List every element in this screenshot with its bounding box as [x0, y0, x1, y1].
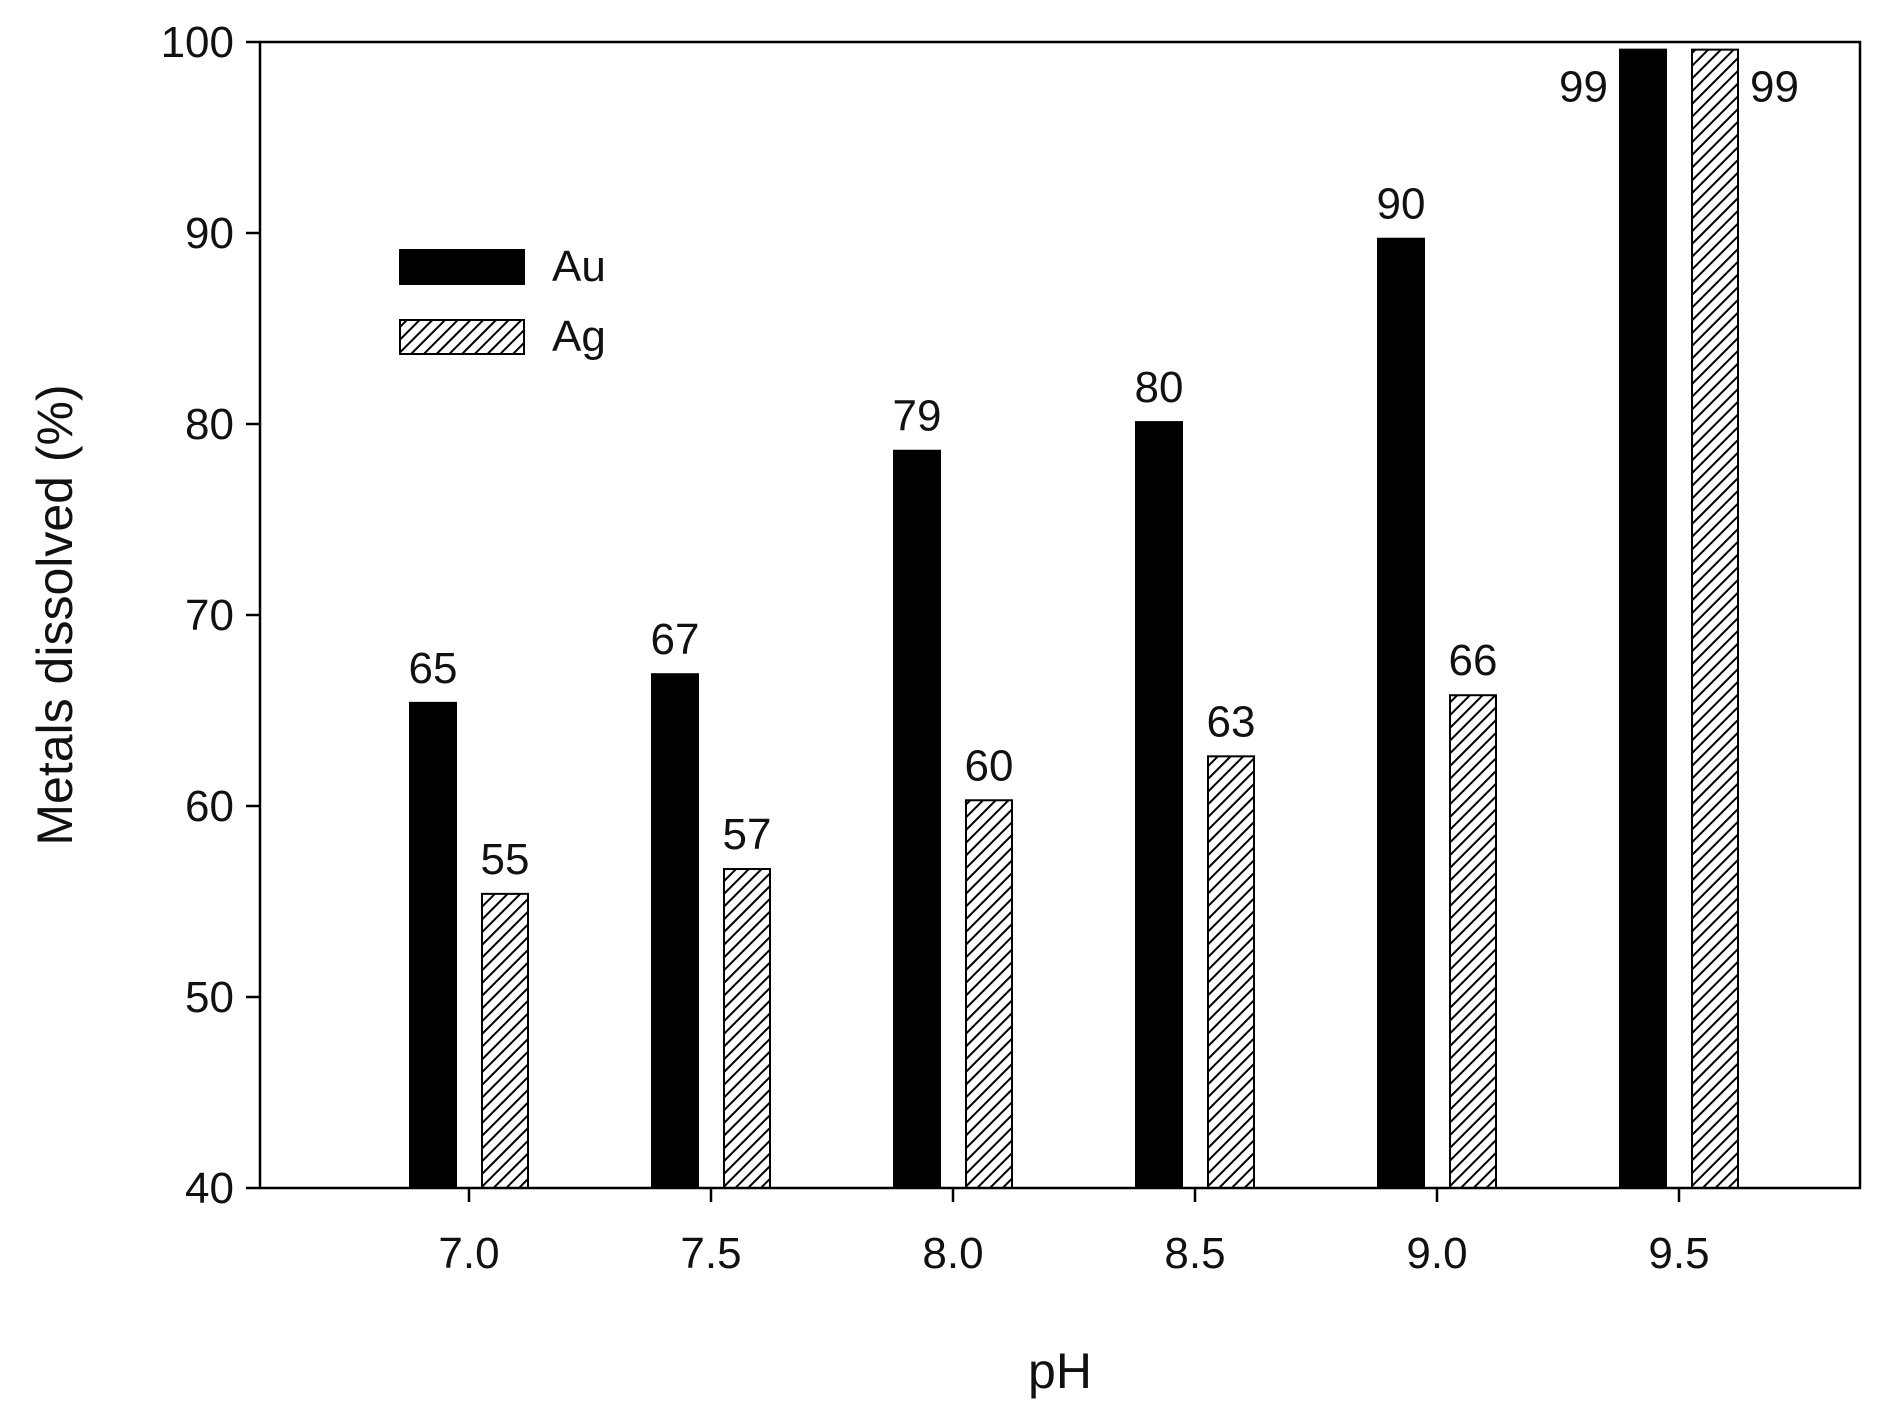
bar-au-7.5	[651, 673, 699, 1189]
legend: Au Ag	[399, 242, 606, 361]
legend-swatch-ag	[399, 319, 525, 355]
data-label-au-8.0: 79	[893, 392, 942, 441]
data-label-au-9.0: 90	[1377, 180, 1426, 229]
legend-label-ag: Ag	[552, 312, 606, 361]
legend-swatch-au	[399, 249, 525, 285]
data-label-ag-8.0: 60	[965, 741, 1014, 790]
axis-layer: 40 50 60 70 80 90 100 7.0 7.5 8.0 8.5 9.0 9.5	[161, 18, 1710, 1278]
x-tick-label: 9.5	[1648, 1229, 1709, 1278]
y-tick-label: 50	[185, 973, 234, 1022]
y-tick-label: 80	[185, 400, 234, 449]
data-label-au-8.5: 80	[1135, 363, 1184, 412]
data-label-ag-9.0: 66	[1449, 636, 1498, 685]
y-tick-label: 90	[185, 209, 234, 258]
data-label-au-7.0: 65	[409, 644, 458, 693]
x-axis-label: pH	[1028, 1343, 1092, 1399]
bar-au-7.0	[409, 701, 457, 1189]
bar-au-8.5	[1135, 421, 1183, 1189]
x-tick-label: 8.5	[1164, 1229, 1225, 1278]
bar-ag-7.5	[723, 868, 771, 1190]
data-label-ag-7.5: 57	[723, 810, 772, 859]
bar-ag-7.0	[481, 892, 529, 1189]
bar-au-9.5	[1619, 48, 1667, 1189]
y-tick-label: 60	[185, 782, 234, 831]
data-labels-layer: 65 67 79 80 90 99 55 57 60 63 66 99	[409, 63, 1799, 884]
y-tick-label: 40	[185, 1164, 234, 1213]
bar-ag-9.5	[1691, 48, 1739, 1189]
bars-layer	[409, 48, 1739, 1190]
x-tick-label: 8.0	[922, 1229, 983, 1278]
x-tick-label: 7.0	[438, 1229, 499, 1278]
legend-label-au: Au	[552, 242, 606, 291]
data-label-au-7.5: 67	[651, 615, 700, 664]
data-label-ag-8.5: 63	[1207, 697, 1256, 746]
data-label-ag-7.0: 55	[481, 835, 530, 884]
y-tick-label: 70	[185, 591, 234, 640]
x-tick-label: 9.0	[1406, 1229, 1467, 1278]
bar-ag-8.5	[1207, 755, 1255, 1190]
y-tick-label: 100	[161, 18, 234, 67]
bar-au-9.0	[1377, 237, 1425, 1190]
data-label-au-9.5: 99	[1559, 63, 1608, 112]
data-label-ag-9.5: 99	[1750, 63, 1799, 112]
y-axis-label: Metals dissolved (%)	[27, 384, 83, 845]
bar-ag-9.0	[1449, 694, 1497, 1189]
bar-ag-8.0	[965, 799, 1013, 1190]
x-tick-label: 7.5	[680, 1229, 741, 1278]
bar-au-8.0	[893, 449, 941, 1189]
